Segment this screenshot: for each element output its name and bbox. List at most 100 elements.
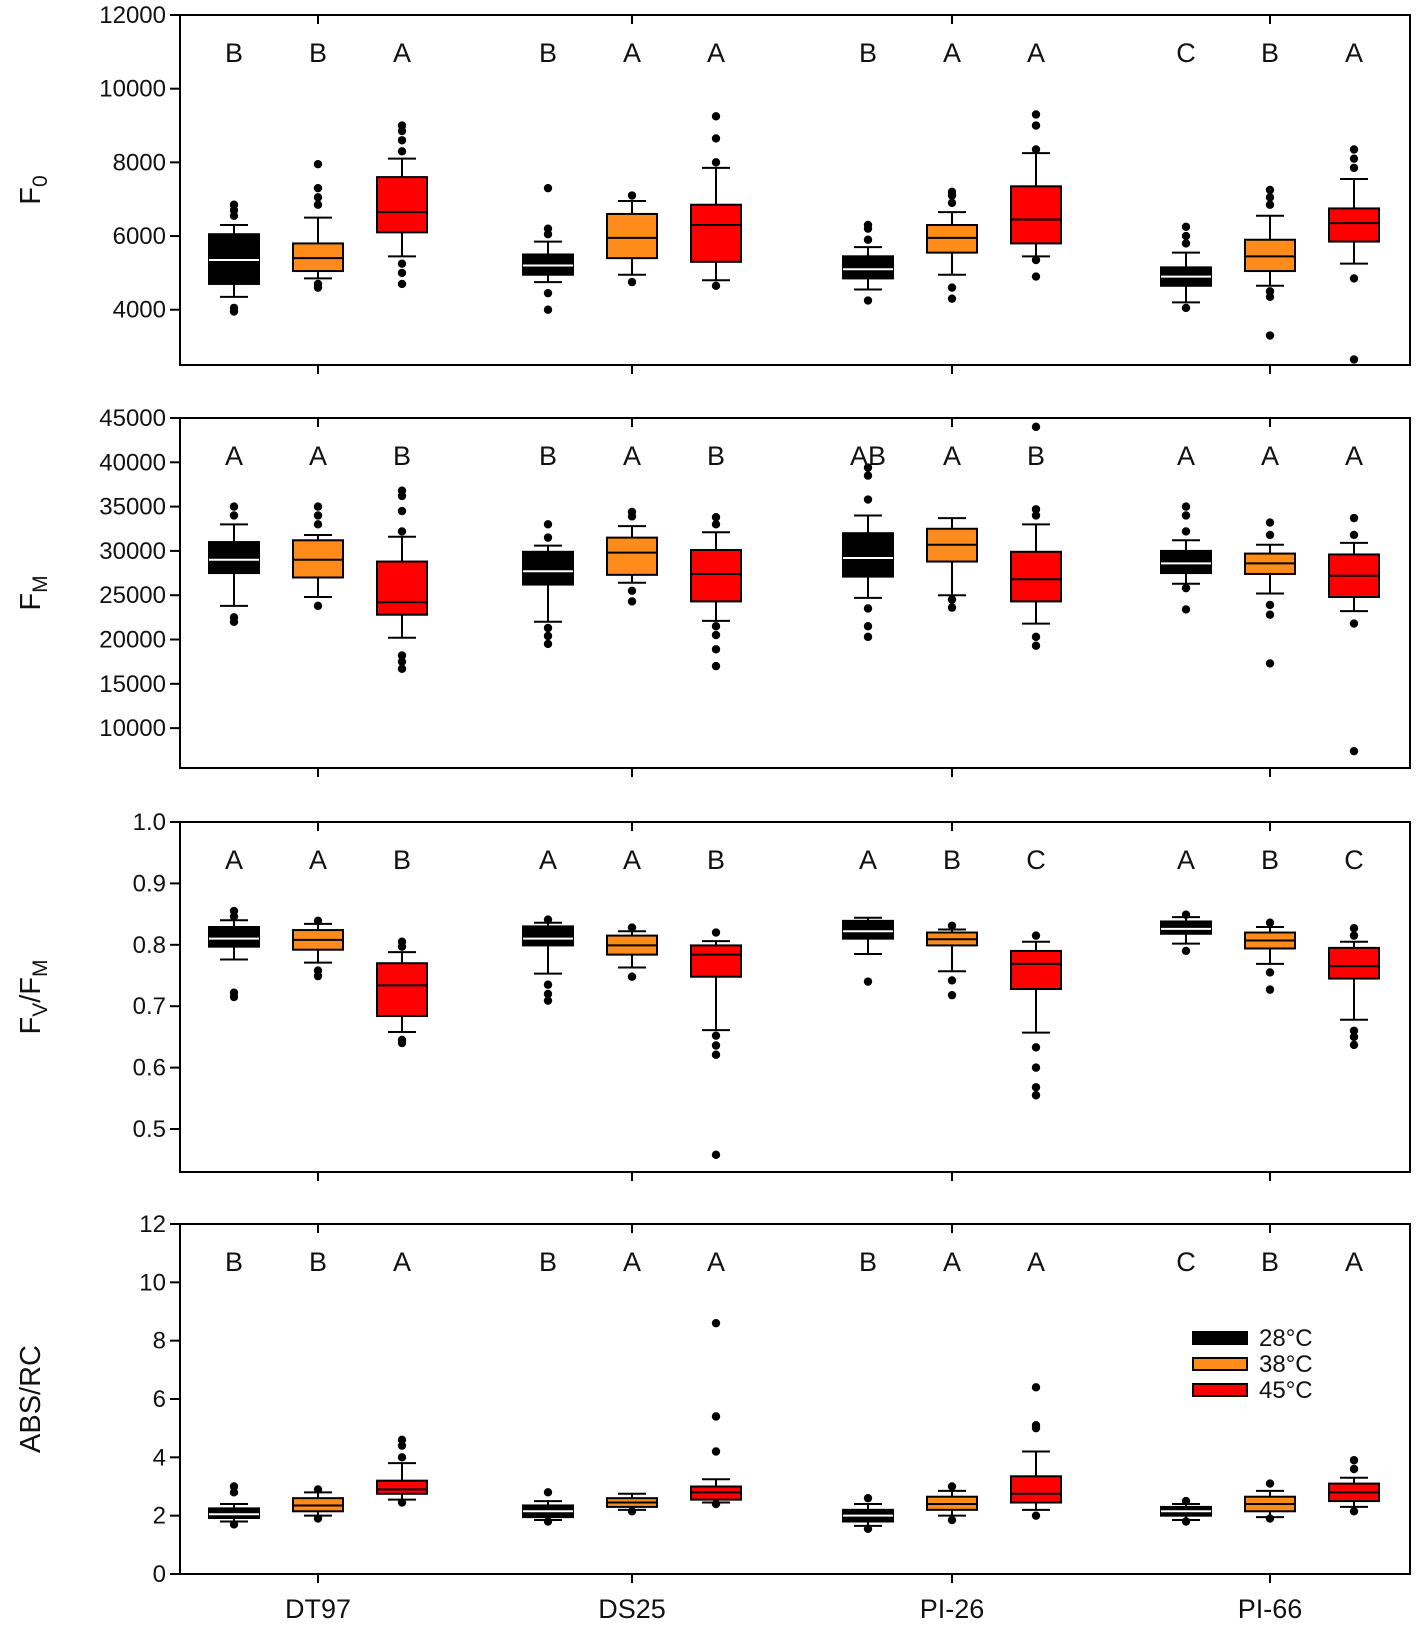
y-tick-label: 35000 — [99, 494, 166, 521]
y-tick-label: 0.5 — [133, 1116, 166, 1143]
significance-letter: A — [393, 38, 411, 68]
outlier-point — [543, 1517, 553, 1526]
outlier-point — [947, 198, 957, 208]
y-tick-label: 45000 — [99, 405, 166, 432]
outlier-point — [1349, 145, 1359, 154]
significance-letter: A — [1177, 845, 1195, 875]
outlier-point — [863, 622, 873, 631]
significance-letter: A — [393, 1247, 411, 1277]
x-category-label: DS25 — [598, 1594, 666, 1624]
y-label-main: F — [15, 1017, 47, 1035]
outlier-point — [1265, 659, 1275, 668]
outlier-point — [1181, 222, 1191, 232]
outlier-point — [711, 928, 721, 937]
significance-letter: B — [1261, 845, 1279, 875]
box-iqr — [842, 255, 894, 280]
y-tick-label: 20000 — [99, 627, 166, 654]
outlier-point — [863, 471, 873, 480]
significance-letter: B — [225, 38, 243, 68]
y-tick-label: 0.8 — [133, 932, 166, 959]
significance-letter: A — [1177, 441, 1195, 471]
outlier-point — [1031, 1091, 1041, 1100]
outlier-point — [1265, 530, 1275, 540]
outlier-point — [1349, 931, 1359, 940]
outlier-point — [863, 1493, 873, 1503]
y-tick-label: 12000 — [99, 2, 166, 29]
y-axis-label: F0 — [15, 175, 52, 204]
y-tick-label: 10 — [139, 1269, 166, 1296]
box-iqr — [606, 212, 658, 260]
box-group-pi-66: A B C — [1160, 845, 1380, 1050]
significance-letter: A — [1027, 1247, 1045, 1277]
box-iqr — [522, 925, 574, 947]
outlier-point — [1181, 511, 1191, 520]
outlier-point — [627, 597, 637, 606]
outlier-point — [229, 988, 239, 997]
box-iqr — [842, 919, 894, 940]
outlier-point — [229, 303, 239, 313]
outlier-point — [1349, 530, 1359, 540]
outlier-point — [229, 1488, 239, 1497]
significance-letter: A — [707, 1247, 725, 1277]
significance-letter: B — [539, 441, 557, 471]
outlier-point — [313, 1485, 323, 1494]
outlier-point — [1031, 505, 1041, 514]
box-iqr — [376, 560, 428, 616]
significance-letter: A — [225, 845, 243, 875]
y-tick-label: 10000 — [99, 76, 166, 103]
outlier-point — [397, 268, 407, 278]
outlier-point — [1349, 154, 1359, 163]
outlier-point — [1349, 1507, 1359, 1516]
y-tick-label: 30000 — [99, 538, 166, 565]
box-iqr — [690, 203, 742, 263]
panel-f0: 4000 6000 8000 10000 12000 F0 B B A B A A B A A C B A — [15, 2, 1411, 374]
outlier-point — [711, 1150, 721, 1160]
outlier-point — [1031, 632, 1041, 642]
box-iqr — [1010, 185, 1062, 245]
outlier-point — [863, 296, 873, 305]
outlier-point — [1265, 193, 1275, 202]
outlier-point — [627, 277, 637, 287]
box-group-pi-26: A B C — [842, 845, 1062, 1100]
significance-letter: B — [309, 1247, 327, 1277]
outlier-point — [711, 158, 721, 167]
outlier-point — [711, 281, 721, 290]
box-iqr — [1328, 207, 1380, 243]
outlier-point — [229, 200, 239, 209]
outlier-point — [229, 906, 239, 916]
significance-letter: A — [225, 441, 243, 471]
outlier-point — [1031, 641, 1041, 650]
outlier-point — [397, 1435, 407, 1445]
outlier-point — [313, 279, 323, 289]
outlier-point — [947, 976, 957, 985]
outlier-point — [1031, 1083, 1041, 1092]
significance-letter: B — [309, 38, 327, 68]
outlier-point — [1349, 1026, 1359, 1035]
outlier-point — [543, 305, 553, 314]
plot-frame — [179, 1223, 1411, 1575]
outlier-point — [1265, 331, 1275, 340]
outlier-point — [397, 136, 407, 145]
significance-letter: B — [393, 845, 411, 875]
y-label-main: /F — [15, 977, 47, 1003]
box-group-pi-26: AB A B — [842, 422, 1062, 650]
outlier-point — [711, 112, 721, 121]
significance-letter: B — [539, 1247, 557, 1277]
outlier-point — [947, 294, 957, 303]
outlier-point — [1265, 1514, 1275, 1523]
legend-label: 45°C — [1259, 1377, 1313, 1404]
outlier-point — [229, 613, 239, 622]
outlier-point — [1181, 583, 1191, 593]
significance-letter: A — [309, 441, 327, 471]
y-label-main: ABS/RC — [15, 1345, 47, 1453]
outlier-point — [947, 187, 957, 197]
y-tick-label: 2 — [153, 1503, 166, 1530]
outlier-point — [1349, 513, 1359, 523]
outlier-point — [711, 134, 721, 143]
outlier-point — [863, 463, 873, 472]
